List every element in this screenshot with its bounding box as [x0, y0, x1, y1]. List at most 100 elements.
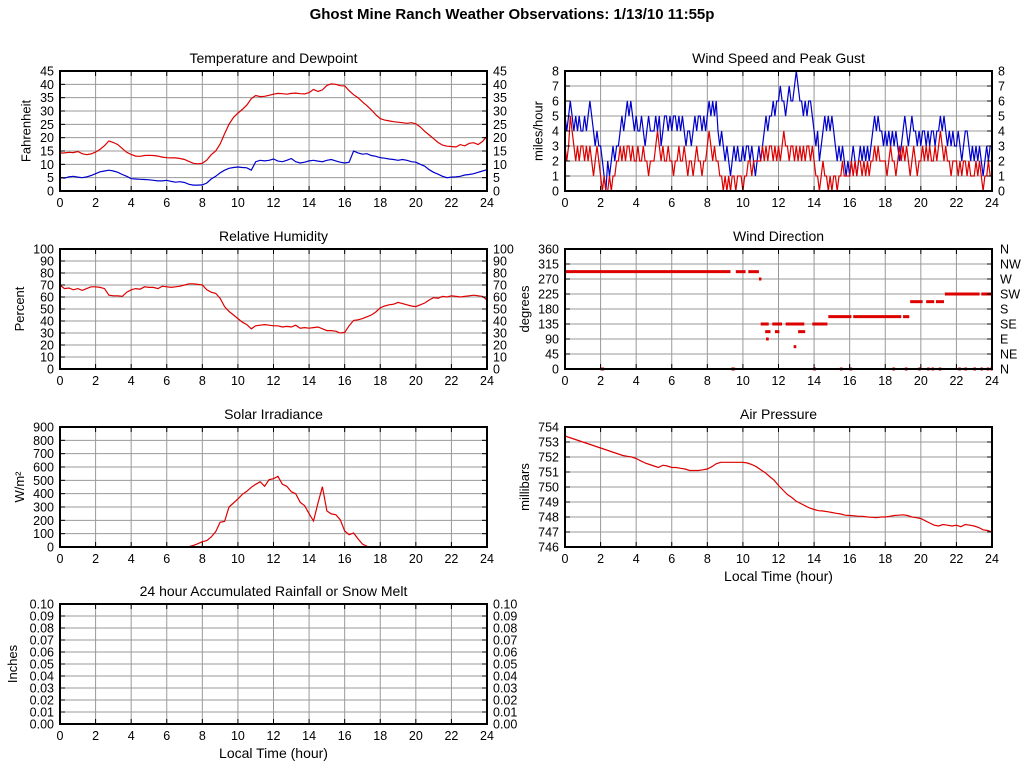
y-tick-label-right: 0.07 [493, 634, 517, 648]
x-tick-label: 18 [373, 552, 387, 566]
y-tick-label-right: 0.10 [493, 598, 517, 612]
y-tick-label: 10 [40, 158, 54, 172]
x-tick-label: 14 [302, 374, 316, 388]
x-tick-label: 22 [444, 729, 458, 743]
x-tick-label: 12 [267, 729, 281, 743]
x-tick-label: 22 [444, 552, 458, 566]
y-tick-label-right: 10 [493, 158, 507, 172]
y-tick-label: 3 [552, 140, 559, 154]
y-tick-label-right: 0.00 [493, 718, 517, 732]
x-tick-label: 6 [163, 729, 170, 743]
x-tick-label: 14 [807, 374, 821, 388]
y-tick-label-right: 25 [493, 118, 507, 132]
x-tick-label: 20 [409, 374, 423, 388]
x-tick-label: 16 [338, 196, 352, 210]
y-tick-label: 70 [40, 279, 54, 293]
x-tick-label: 22 [949, 374, 963, 388]
y-tick-label-right: 0.09 [493, 610, 517, 624]
x-tick-label: 0 [57, 196, 64, 210]
y-axis-label: Inches [5, 644, 20, 683]
y-tick-label: 749 [538, 496, 559, 510]
y-tick-label: 45 [40, 65, 54, 79]
x-tick-label: 18 [373, 729, 387, 743]
y-axis-label: degrees [517, 285, 532, 332]
y-tick-label: 0.03 [30, 682, 54, 696]
y-tick-label: 0.00 [30, 718, 54, 732]
y-axis-label: Percent [12, 286, 27, 331]
y-tick-label-right: 15 [493, 145, 507, 159]
y-tick-label-right: 70 [493, 279, 507, 293]
x-tick-label: 24 [985, 552, 999, 566]
x-tick-label: 24 [480, 552, 494, 566]
y-tick-label: 600 [33, 461, 54, 475]
y-tick-label: 90 [40, 255, 54, 269]
y-tick-label: 100 [33, 243, 54, 257]
y-tick-label: 45 [545, 348, 559, 362]
chart-title: Wind Direction [733, 228, 824, 244]
y-tick-label: 20 [40, 131, 54, 145]
x-axis-label: Local Time (hour) [219, 745, 328, 761]
x-tick-label: 0 [562, 196, 569, 210]
y-tick-label: 746 [538, 541, 559, 555]
y-tick-label: 5 [552, 110, 559, 124]
x-tick-label: 24 [985, 374, 999, 388]
x-tick-label: 12 [267, 374, 281, 388]
x-tick-label: 2 [92, 729, 99, 743]
x-tick-label: 20 [409, 729, 423, 743]
y-tick-label: 40 [40, 315, 54, 329]
y-tick-label: 1 [552, 170, 559, 184]
y-tick-label-right: 45 [493, 65, 507, 79]
chart-air-pressure: 0 2 4 6 8 10 12 14 16 18 20 22 247467477487497507517… [517, 406, 999, 584]
y-tick-label: 0.05 [30, 658, 54, 672]
compass-label: SW [1000, 288, 1020, 302]
x-tick-label: 0 [562, 552, 569, 566]
x-tick-label: 0 [562, 374, 569, 388]
y-tick-label: 700 [33, 447, 54, 461]
y-tick-label-right: 80 [493, 267, 507, 281]
compass-label: S [1000, 303, 1008, 317]
x-tick-label: 6 [163, 552, 170, 566]
x-tick-label: 16 [338, 374, 352, 388]
y-tick-label: 0.06 [30, 646, 54, 660]
x-tick-label: 8 [704, 196, 711, 210]
x-tick-label: 6 [668, 196, 675, 210]
y-tick-label: 270 [538, 273, 559, 287]
y-tick-label: 100 [33, 527, 54, 541]
chart-title: Relative Humidity [219, 228, 328, 244]
y-tick-label: 30 [40, 105, 54, 119]
y-tick-label: 0 [552, 185, 559, 199]
x-tick-label: 22 [444, 374, 458, 388]
y-tick-label-right: 20 [493, 339, 507, 353]
x-tick-label: 10 [231, 196, 245, 210]
y-tick-label: 6 [552, 95, 559, 109]
y-tick-label: 900 [33, 421, 54, 435]
y-tick-label: 4 [552, 125, 559, 139]
compass-label: SE [1000, 318, 1017, 332]
x-tick-label: 12 [772, 196, 786, 210]
y-tick-label: 180 [538, 303, 559, 317]
x-tick-label: 14 [302, 552, 316, 566]
x-tick-label: 8 [704, 552, 711, 566]
x-tick-label: 18 [373, 374, 387, 388]
y-tick-label-right: 10 [493, 351, 507, 365]
x-axis-label: Local Time (hour) [724, 568, 833, 584]
y-tick-label-right: 0.03 [493, 682, 517, 696]
x-tick-label: 12 [267, 552, 281, 566]
x-tick-label: 4 [633, 374, 640, 388]
x-tick-label: 6 [163, 196, 170, 210]
y-tick-label: 0 [47, 363, 54, 377]
chart-title: Wind Speed and Peak Gust [692, 50, 865, 66]
temperature-line [59, 83, 488, 165]
y-tick-label: 8 [552, 65, 559, 79]
y-tick-label-right: 30 [493, 327, 507, 341]
y-tick-label: 0.04 [30, 670, 54, 684]
x-tick-label: 4 [128, 196, 135, 210]
y-tick-label: 0.02 [30, 694, 54, 708]
compass-label: W [1000, 273, 1012, 287]
x-tick-label: 22 [949, 552, 963, 566]
x-tick-label: 6 [668, 374, 675, 388]
x-tick-label: 18 [878, 196, 892, 210]
